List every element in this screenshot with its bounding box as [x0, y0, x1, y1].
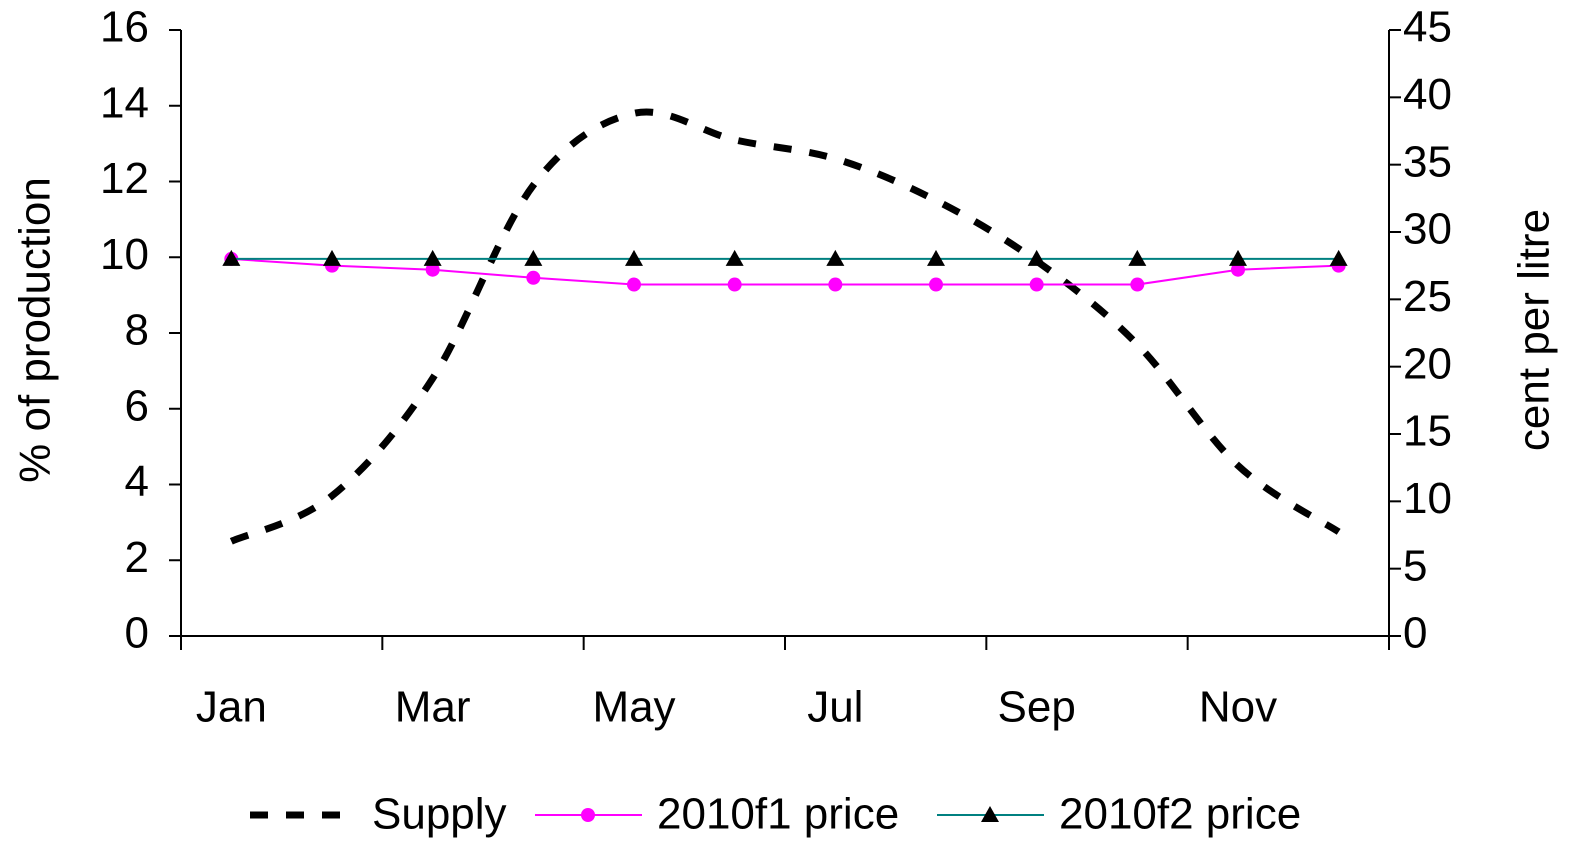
y2-tick-label: 15	[1403, 407, 1452, 456]
series-marker	[1329, 249, 1348, 266]
y2-tick-label: 5	[1403, 541, 1427, 590]
series-marker	[1128, 249, 1147, 266]
series-marker	[526, 270, 541, 285]
y-tick-label: 10	[100, 230, 149, 279]
y-tick-label: 16	[100, 3, 149, 52]
series-marker	[1029, 277, 1044, 292]
series-marker	[1231, 262, 1245, 277]
series-marker	[727, 277, 742, 292]
series-line	[231, 257, 1339, 286]
legend-label: Supply	[372, 790, 507, 839]
x-tick-label: Jan	[196, 683, 267, 732]
series-marker	[627, 277, 641, 292]
series-marker	[222, 249, 241, 266]
series-marker	[323, 249, 341, 266]
y2-tick-label: 10	[1403, 474, 1452, 523]
series-marker	[425, 262, 440, 277]
y-tick-label: 6	[125, 381, 149, 430]
series-marker	[1130, 277, 1145, 292]
series-marker	[1229, 249, 1247, 266]
y-tick-label: 0	[125, 609, 149, 658]
series-marker	[929, 277, 943, 292]
y2-tick-label: 35	[1403, 137, 1452, 186]
y2-tick-label: 20	[1403, 339, 1452, 388]
series-marker	[423, 249, 442, 266]
x-tick-label: Sep	[998, 683, 1076, 732]
series-line	[229, 108, 1341, 545]
y2-tick-label: 0	[1403, 609, 1427, 658]
y2-axis-title: cent per litre	[1510, 209, 1559, 451]
y2-tick-label: 45	[1403, 3, 1452, 52]
legend-label: 2010f1 price	[657, 790, 899, 839]
y-tick-label: 8	[125, 306, 149, 355]
x-tick-label: May	[592, 683, 675, 732]
y2-tick-label: 25	[1403, 272, 1452, 321]
series-marker	[625, 249, 643, 266]
legend-label: 2010f2 price	[1059, 790, 1301, 839]
y-tick-label: 12	[100, 154, 149, 203]
y2-tick-label: 30	[1403, 205, 1452, 254]
y-tick-label: 4	[125, 457, 149, 506]
series-marker	[725, 249, 744, 266]
series-marker	[927, 249, 945, 266]
legend-marker	[581, 808, 595, 822]
x-tick-label: Nov	[1199, 683, 1277, 732]
y-axis-title: % of production	[11, 177, 60, 483]
x-tick-label: Mar	[395, 683, 471, 732]
series-marker	[826, 249, 845, 266]
y-tick-label: 14	[100, 78, 149, 127]
y2-tick-label: 40	[1403, 70, 1452, 119]
legend-marker	[981, 806, 999, 822]
series-marker	[828, 277, 843, 292]
y-tick-label: 2	[125, 533, 149, 582]
series-marker	[1027, 249, 1046, 266]
series-marker	[524, 249, 543, 266]
x-tick-label: Jul	[807, 683, 863, 732]
